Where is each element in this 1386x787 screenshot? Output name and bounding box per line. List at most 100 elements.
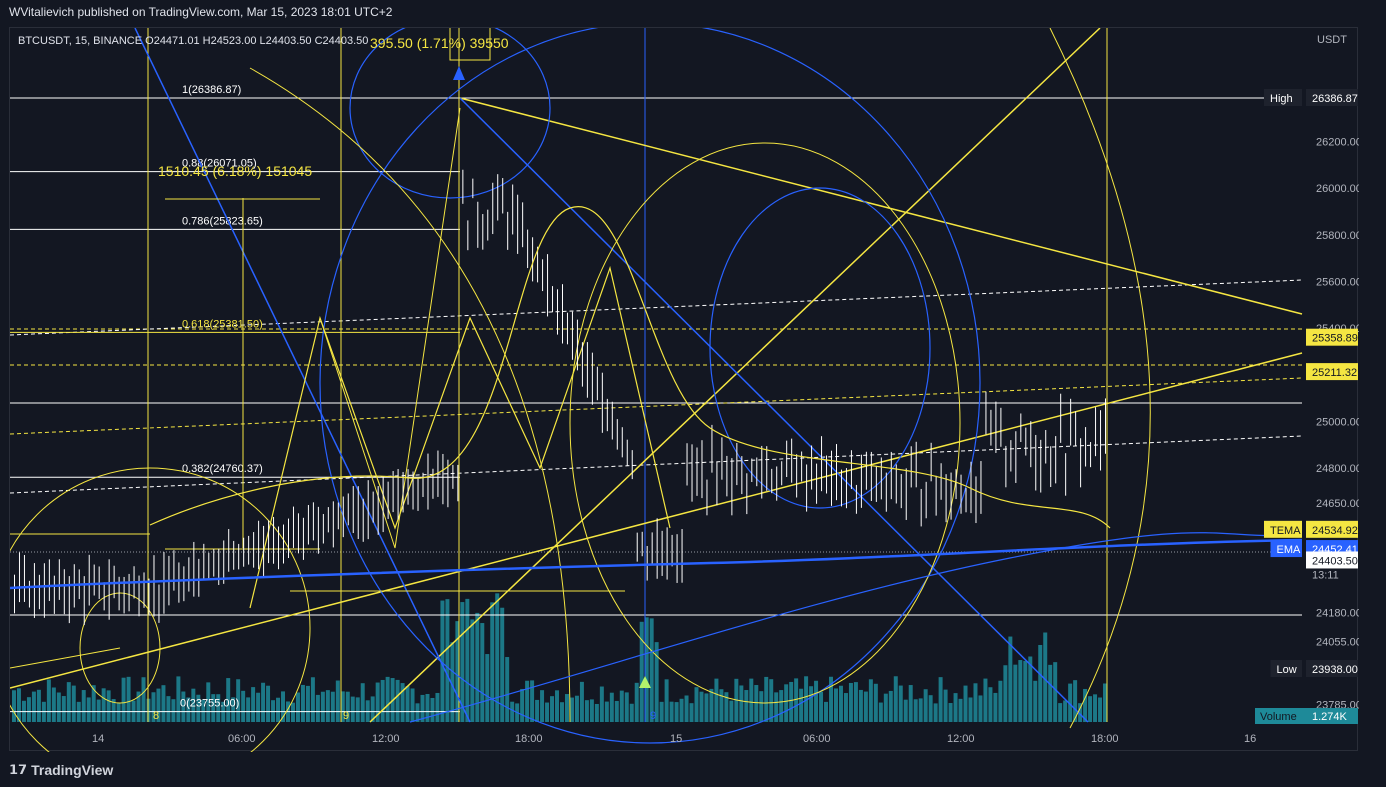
trend-line (10, 352, 1303, 689)
volume-bar (480, 623, 485, 722)
volume-bar (1028, 656, 1033, 722)
volume-bar (948, 703, 953, 722)
volume-bar (1068, 683, 1073, 722)
x-tick-label: 14 (92, 733, 104, 745)
volume-bar (1003, 665, 1008, 722)
volume-bar (96, 699, 101, 722)
y-tick-label: 25800.00 (1316, 230, 1359, 242)
volume-bar (639, 621, 644, 722)
volume-bar (784, 684, 789, 722)
volume-bar (674, 702, 679, 722)
volume-bar (584, 700, 589, 722)
volume-bar (928, 695, 933, 722)
trend-line (369, 28, 1101, 723)
volume-bar (500, 607, 505, 722)
volume-bar (510, 701, 515, 722)
volume-bar (943, 689, 948, 722)
price-chart[interactable]: 1(26386.87) 0.88(26071.05) 0.786(25823.65)… (10, 28, 1359, 752)
volume-bar (450, 642, 455, 722)
dashed-trend-line (10, 435, 1303, 494)
volume-bar (923, 689, 928, 722)
volume-bar (898, 685, 903, 722)
volume-bar (485, 654, 490, 722)
volume-bar (609, 692, 614, 722)
volume-bar (589, 699, 594, 722)
last-price-label-text: 24403.50 (1312, 555, 1358, 567)
volume-bar (614, 700, 619, 722)
volume-bar (574, 695, 579, 722)
tema-price-label (1306, 520, 1358, 538)
gann-circle (349, 28, 551, 199)
volume-bar (525, 680, 530, 722)
volume-bar (824, 701, 829, 722)
volume-bar (186, 697, 191, 722)
volume-bar (724, 692, 729, 722)
volume-bar (281, 691, 285, 722)
y-tick-label: 26000.00 (1316, 183, 1359, 195)
y-tick-label: 25000.00 (1316, 416, 1359, 428)
volume-bar (555, 690, 559, 722)
volume-bar (809, 686, 814, 722)
volume-bar (460, 602, 465, 722)
volume-bar (465, 598, 470, 722)
volume-bar (246, 697, 251, 722)
volume-bar (729, 700, 734, 722)
volume-bar (121, 677, 126, 722)
volume-bar (1093, 694, 1098, 722)
volume-bar (774, 692, 779, 722)
volume-bar (315, 694, 320, 722)
volume-bar (201, 699, 206, 722)
volume-bar (858, 689, 863, 722)
volume-bar (1033, 680, 1038, 722)
volume-bar (350, 696, 355, 722)
volume-bar (440, 600, 445, 722)
volume-bar (714, 678, 719, 722)
volume-bar (290, 702, 295, 722)
measure-overlay-text: 395.50 (1.71%) 39550 (370, 35, 509, 51)
down-arrow-marker (639, 676, 651, 688)
gann-circle (319, 28, 981, 744)
trend-line (10, 647, 121, 669)
annotation-box (449, 28, 491, 61)
volume-bar (739, 685, 744, 722)
volume-bar (1018, 660, 1023, 722)
fib-circle (79, 592, 161, 704)
level-price-label (1306, 363, 1358, 381)
chart-area[interactable]: 1(26386.87) 0.88(26071.05) 0.786(25823.65)… (9, 27, 1359, 752)
volume-bar (211, 694, 216, 722)
count-label: 8 (153, 710, 159, 722)
volume-bar (749, 678, 754, 722)
volume-bar (998, 680, 1003, 722)
low-price-label-tag (1270, 660, 1302, 677)
y-tick-label: 24180.00 (1316, 608, 1359, 620)
high-price-label (1306, 89, 1358, 106)
symbol-ohlc-legend[interactable]: BTCUSDT, 15, BINANCE O24471.01 H24523.00… (18, 35, 369, 47)
volume-bar (649, 618, 654, 722)
volume-bar (12, 690, 16, 722)
volume-bar (355, 697, 360, 722)
y-tick-label: 24800.00 (1316, 463, 1359, 475)
gann-circle (709, 187, 931, 509)
volume-bar (719, 689, 724, 722)
volume-bar (814, 680, 819, 722)
zigzag-pattern (249, 265, 671, 609)
volume-bar (470, 619, 475, 722)
volume-bar (834, 688, 838, 722)
volume-bar (320, 691, 325, 722)
level-price-label-text: 25358.89 (1312, 333, 1358, 345)
volume-bar (61, 696, 66, 722)
volume-bar (938, 677, 943, 722)
volume-bar (86, 697, 91, 722)
volume-bar (619, 690, 624, 722)
volume-bar (216, 694, 221, 722)
x-tick-label: 06:00 (803, 733, 831, 745)
high-price-label-tag-text: High (1270, 93, 1293, 105)
volume-bar (759, 691, 764, 722)
volume-bar (530, 680, 535, 722)
volume-bar (684, 695, 689, 722)
volume-bar (151, 692, 156, 722)
high-price-label-tag (1264, 89, 1302, 106)
volume-bar (16, 688, 21, 722)
volume-bar (535, 699, 540, 722)
footer-brand[interactable]: 𝟭𝟳 TradingView (9, 762, 113, 778)
